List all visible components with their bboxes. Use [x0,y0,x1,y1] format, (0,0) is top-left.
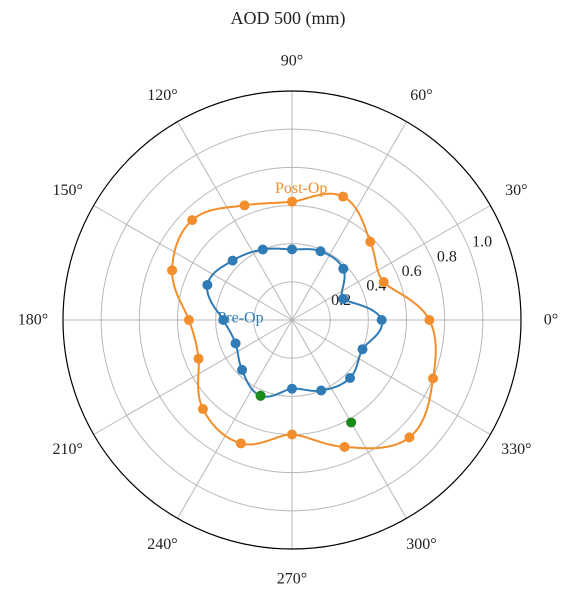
data-point [315,246,326,257]
data-point [378,277,389,288]
angle-tick-label: 240° [147,536,177,553]
data-point [202,279,213,290]
data-point [287,244,297,255]
data-point [376,315,387,325]
radial-tick-label: 0.6 [402,263,422,280]
data-point [287,429,297,440]
data-point [218,315,229,325]
radial-tick-label: 0.8 [437,248,457,265]
data-point [239,200,250,211]
angle-tick-label: 150° [52,182,82,199]
grid-spoke [291,319,491,435]
polar-frame [62,90,522,550]
grid-spoke [93,319,293,435]
data-point [187,215,198,226]
series-annotation: Post-Op [275,180,327,197]
data-point [338,191,349,202]
data-point [235,438,246,449]
data-point [287,383,297,394]
data-point [424,315,435,325]
data-point [338,263,349,274]
angle-tick-label: 330° [501,441,531,458]
angle-tick-label: 30° [505,182,527,199]
data-point [404,432,415,443]
data-point [237,364,248,375]
data-point [339,441,350,452]
chart-title: AOD 500 (mm) [230,8,346,28]
series-line [171,192,437,450]
data-point [428,373,439,384]
data-point [338,293,349,304]
data-point [193,353,204,364]
angle-tick-label: 90° [281,53,303,70]
angle-tick-label: 300° [406,536,436,553]
angle-tick-label: 120° [147,87,177,104]
grid-spoke [93,205,293,321]
radial-tick-label: 1.0 [472,234,492,251]
data-point [316,385,327,396]
highlight-point [255,390,266,401]
grid-spoke [291,121,407,321]
data-point [167,265,178,276]
data-point [365,236,376,247]
data-point [230,338,241,349]
data-point [257,244,268,255]
highlight-point [346,417,357,428]
angle-tick-label: 0° [544,312,558,329]
data-point [197,404,208,415]
grid-spoke [291,205,491,321]
data-point [287,196,297,207]
series-annotation: Pre-Op [217,310,263,327]
grid-spoke [177,319,293,519]
angle-tick-label: 180° [18,312,48,329]
data-point [227,255,238,266]
data-point [345,373,356,384]
angle-tick-label: 60° [410,87,432,104]
angle-tick-label: 210° [52,441,82,458]
grid-spoke [177,121,293,321]
data-point [183,315,194,325]
angle-tick-label: 270° [277,571,307,588]
data-point [357,344,368,355]
